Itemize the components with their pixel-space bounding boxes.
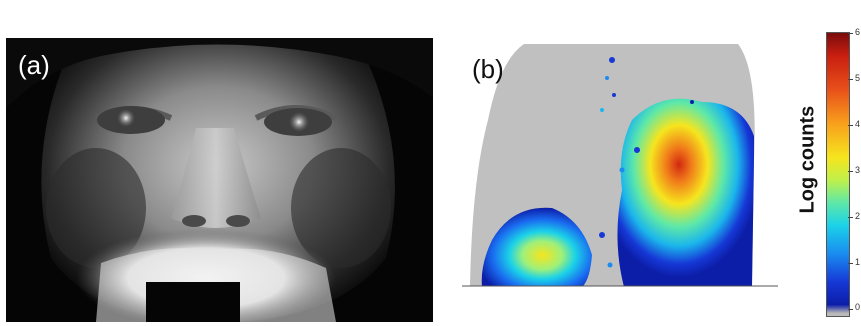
colorbar-tick-label: 5 <box>855 73 861 83</box>
mouthpiece-tube <box>146 282 240 322</box>
colorbar-tick <box>848 309 853 310</box>
colorbar-tick-label: 0 <box>855 302 861 312</box>
heatmap-panel-b: (b) <box>462 40 778 287</box>
colorbar-tick <box>848 217 853 218</box>
deposition-heatmap <box>462 44 778 287</box>
colorbar-tick-label: 2 <box>855 211 861 221</box>
colorbar-tick-label: 3 <box>855 165 861 175</box>
colorbar-tick <box>848 79 853 80</box>
panel-a-label: (a) <box>18 50 50 80</box>
colorbar-tick <box>848 171 853 172</box>
colorbar <box>826 32 850 317</box>
colorbar-tick <box>848 263 853 264</box>
colorbar-tick <box>848 125 853 126</box>
colorbar-label: Log counts <box>796 105 819 214</box>
colorbar-tick-label: 1 <box>855 257 861 267</box>
colorbar-tick-label: 4 <box>855 119 861 129</box>
photo-panel-a: (a) <box>6 38 433 322</box>
colorbar-tick-label: 6 <box>855 27 861 37</box>
colorbar-tick <box>848 33 853 34</box>
mannequin-face-photo <box>6 38 433 322</box>
panel-b-label: (b) <box>472 54 504 84</box>
